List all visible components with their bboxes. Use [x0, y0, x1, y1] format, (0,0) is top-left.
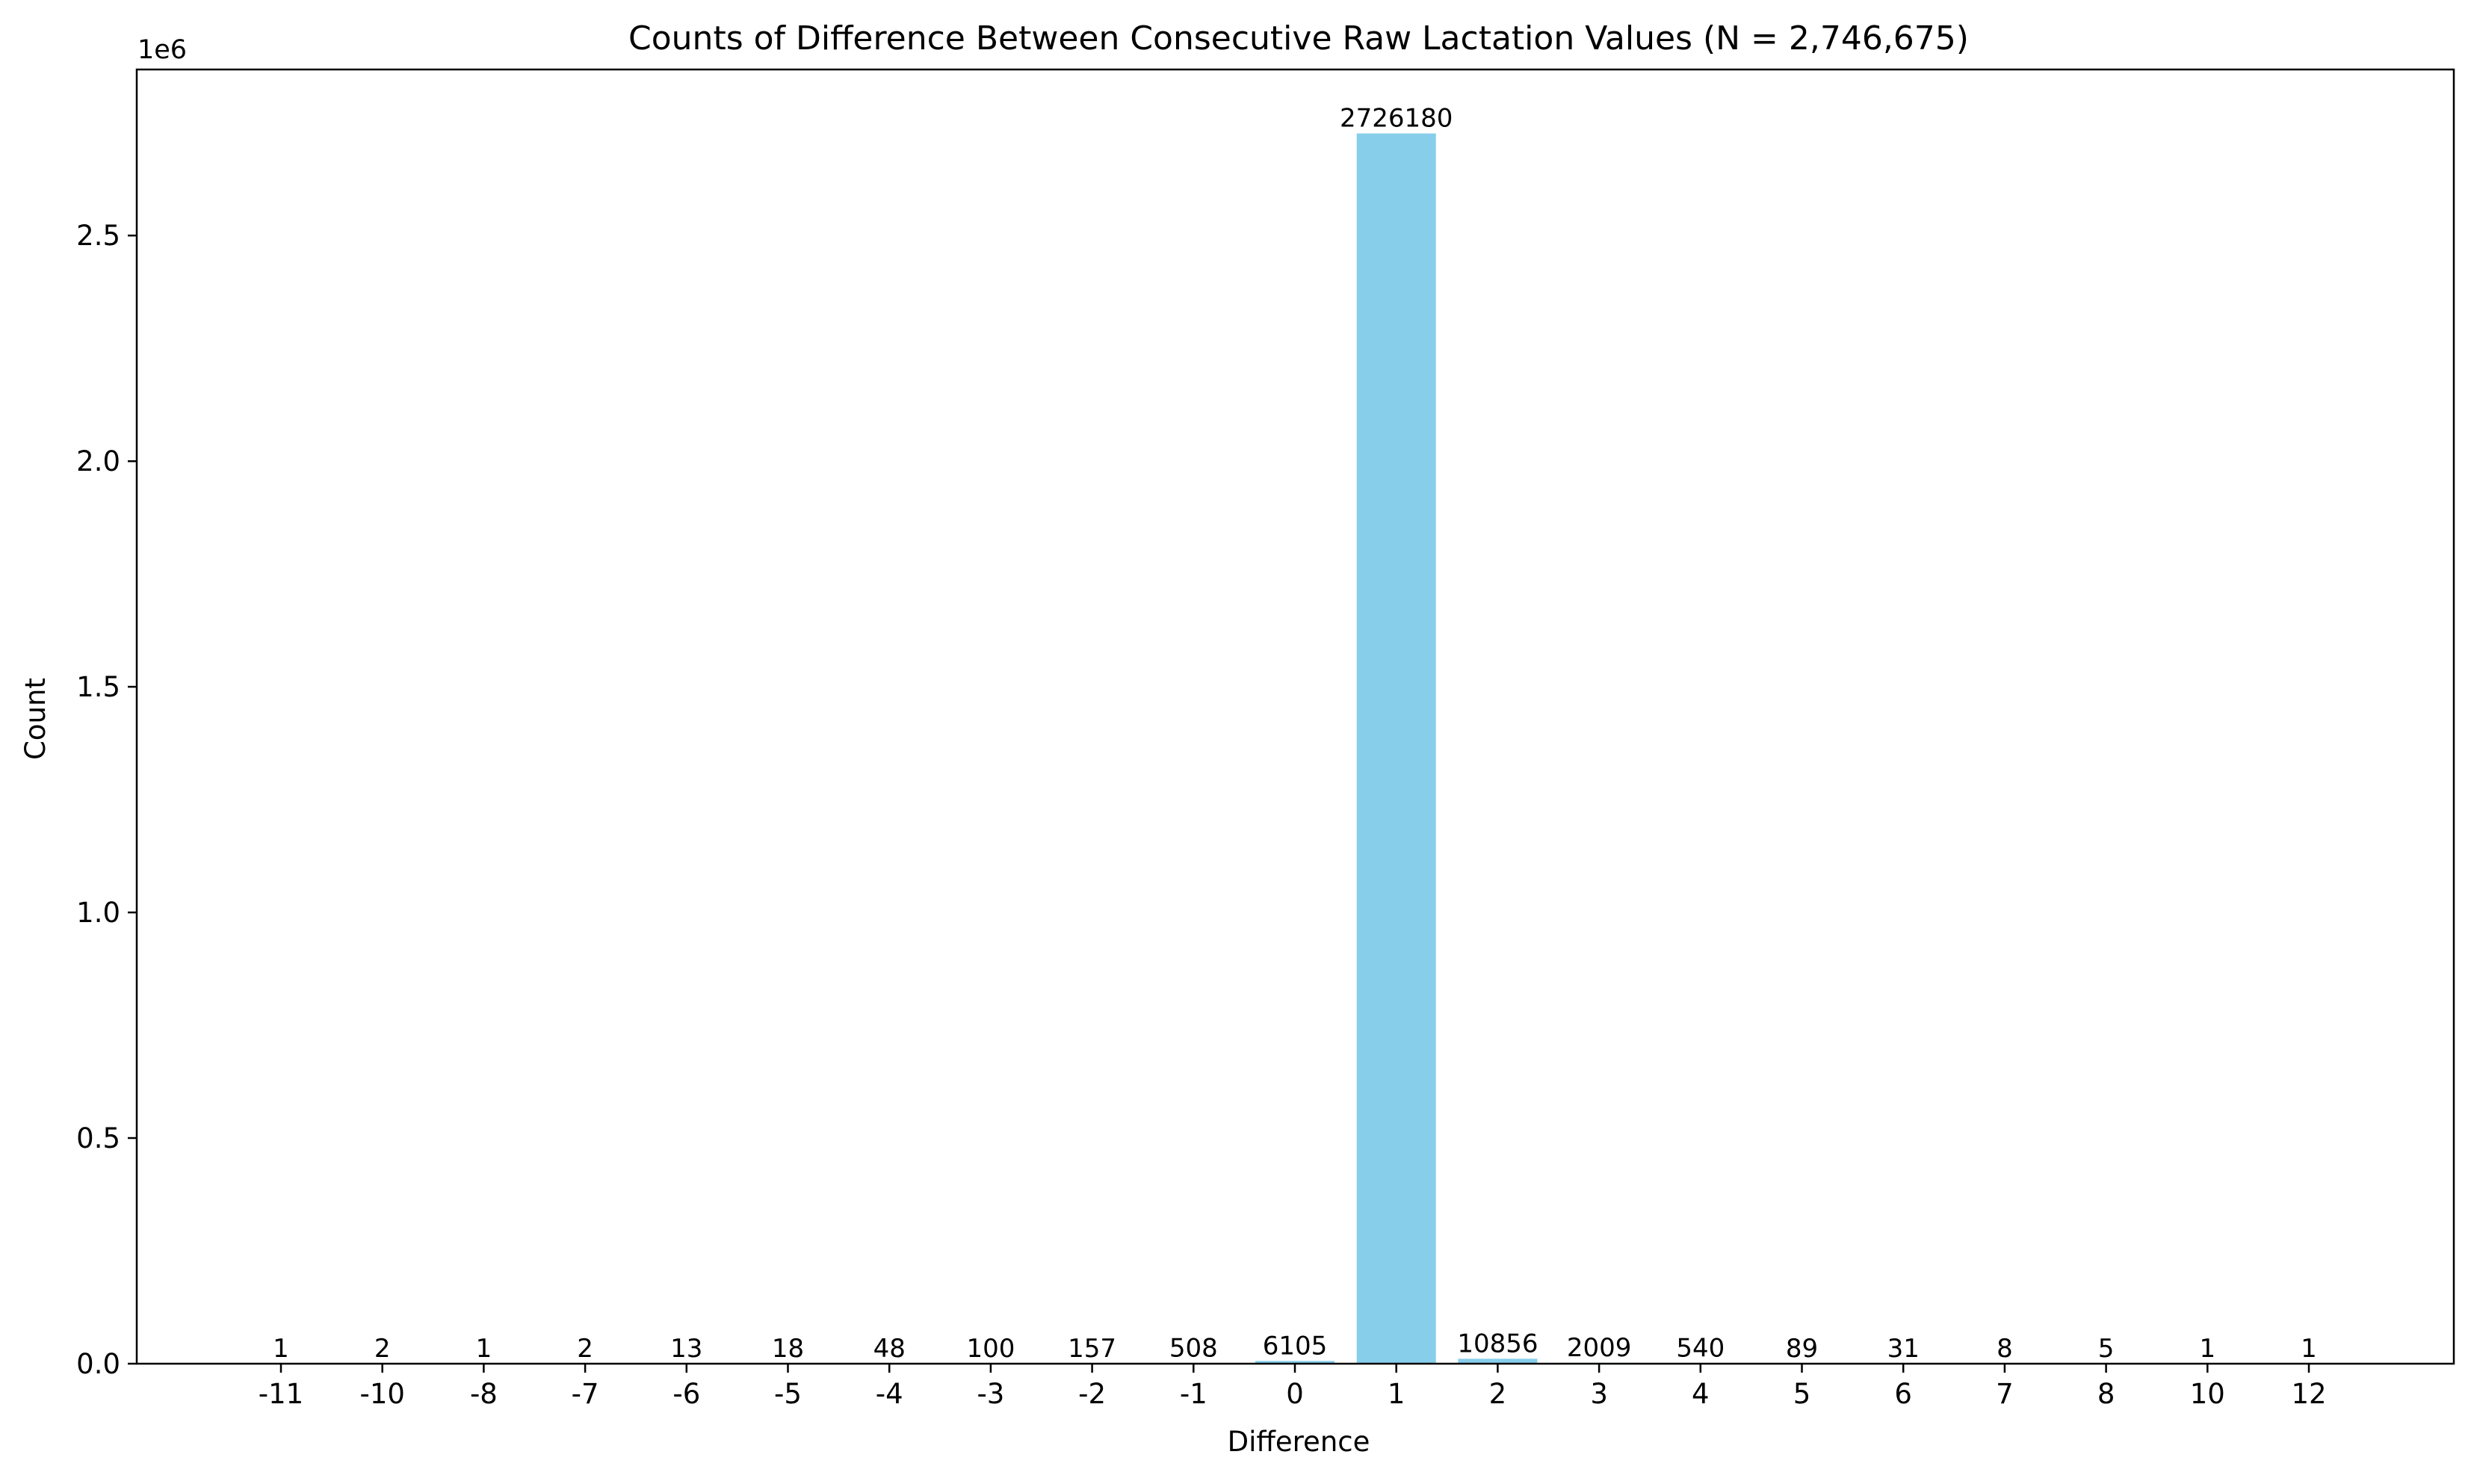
x-axis-label: Difference — [1228, 1426, 1370, 1458]
data-label--2: 157 — [1068, 1334, 1116, 1364]
x-tick-label--3: -3 — [977, 1378, 1004, 1410]
x-tick-label-12: 12 — [2291, 1378, 2326, 1410]
bar-1 — [1357, 134, 1436, 1364]
y-tick-label-1: 0.5 — [76, 1122, 120, 1154]
data-label-4: 540 — [1676, 1334, 1725, 1364]
x-tick-label--5: -5 — [774, 1378, 802, 1410]
x-tick-label-8: 8 — [2097, 1378, 2115, 1410]
x-tick-label-6: 6 — [1894, 1378, 1912, 1410]
data-label-7: 8 — [1997, 1334, 2013, 1364]
x-tick-label-7: 7 — [1996, 1378, 2014, 1410]
data-label--1: 508 — [1169, 1334, 1218, 1364]
x-tick-label--7: -7 — [572, 1378, 599, 1410]
data-label--5: 18 — [772, 1334, 804, 1364]
y-tick-label-3: 1.5 — [76, 671, 120, 703]
data-label-3: 2009 — [1567, 1333, 1632, 1363]
y-axis-label: Count — [19, 678, 52, 760]
x-tick-label-1: 1 — [1388, 1378, 1405, 1410]
data-label-0: 6105 — [1263, 1331, 1328, 1361]
y-tick-label-0: 0.0 — [76, 1348, 120, 1380]
data-label-6: 31 — [1887, 1334, 1920, 1364]
x-tick-label-3: 3 — [1590, 1378, 1608, 1410]
data-label-5: 89 — [1786, 1334, 1818, 1364]
data-label--6: 13 — [670, 1334, 702, 1364]
x-tick-label--1: -1 — [1180, 1378, 1207, 1410]
x-tick-label-10: 10 — [2190, 1378, 2225, 1410]
data-label--8: 1 — [476, 1334, 492, 1364]
x-tick-label--11: -11 — [259, 1378, 303, 1410]
data-label-8: 5 — [2098, 1334, 2115, 1364]
x-tick-label-4: 4 — [1692, 1378, 1710, 1410]
data-label--3: 100 — [966, 1334, 1015, 1364]
data-label--7: 2 — [577, 1334, 593, 1364]
x-tick-label-2: 2 — [1489, 1378, 1507, 1410]
data-label--10: 2 — [374, 1334, 391, 1364]
x-tick-label-5: 5 — [1793, 1378, 1811, 1410]
x-tick-label--2: -2 — [1078, 1378, 1106, 1410]
y-tick-label-5: 2.5 — [76, 220, 120, 252]
plot-frame — [137, 69, 2454, 1364]
data-label-1: 2726180 — [1340, 104, 1453, 134]
data-label--11: 1 — [273, 1334, 289, 1364]
chart-title: Counts of Difference Between Consecutive… — [628, 19, 1969, 58]
data-label-10: 1 — [2199, 1334, 2215, 1364]
data-label-12: 1 — [2301, 1334, 2317, 1364]
y-tick-label-4: 2.0 — [76, 445, 120, 477]
y-tick-label-2: 1.0 — [76, 897, 120, 929]
y-scale-offset-label: 1e6 — [137, 35, 187, 65]
data-label-2: 10856 — [1457, 1329, 1538, 1358]
x-tick-label-0: 0 — [1286, 1378, 1304, 1410]
data-label--4: 48 — [873, 1334, 906, 1364]
x-tick-label--6: -6 — [672, 1378, 700, 1410]
x-tick-label--10: -10 — [359, 1378, 404, 1410]
x-tick-label--8: -8 — [470, 1378, 498, 1410]
x-tick-label--4: -4 — [876, 1378, 903, 1410]
plot-area: 1-112-101-82-713-618-548-4100-3157-2508-… — [76, 104, 2326, 1410]
